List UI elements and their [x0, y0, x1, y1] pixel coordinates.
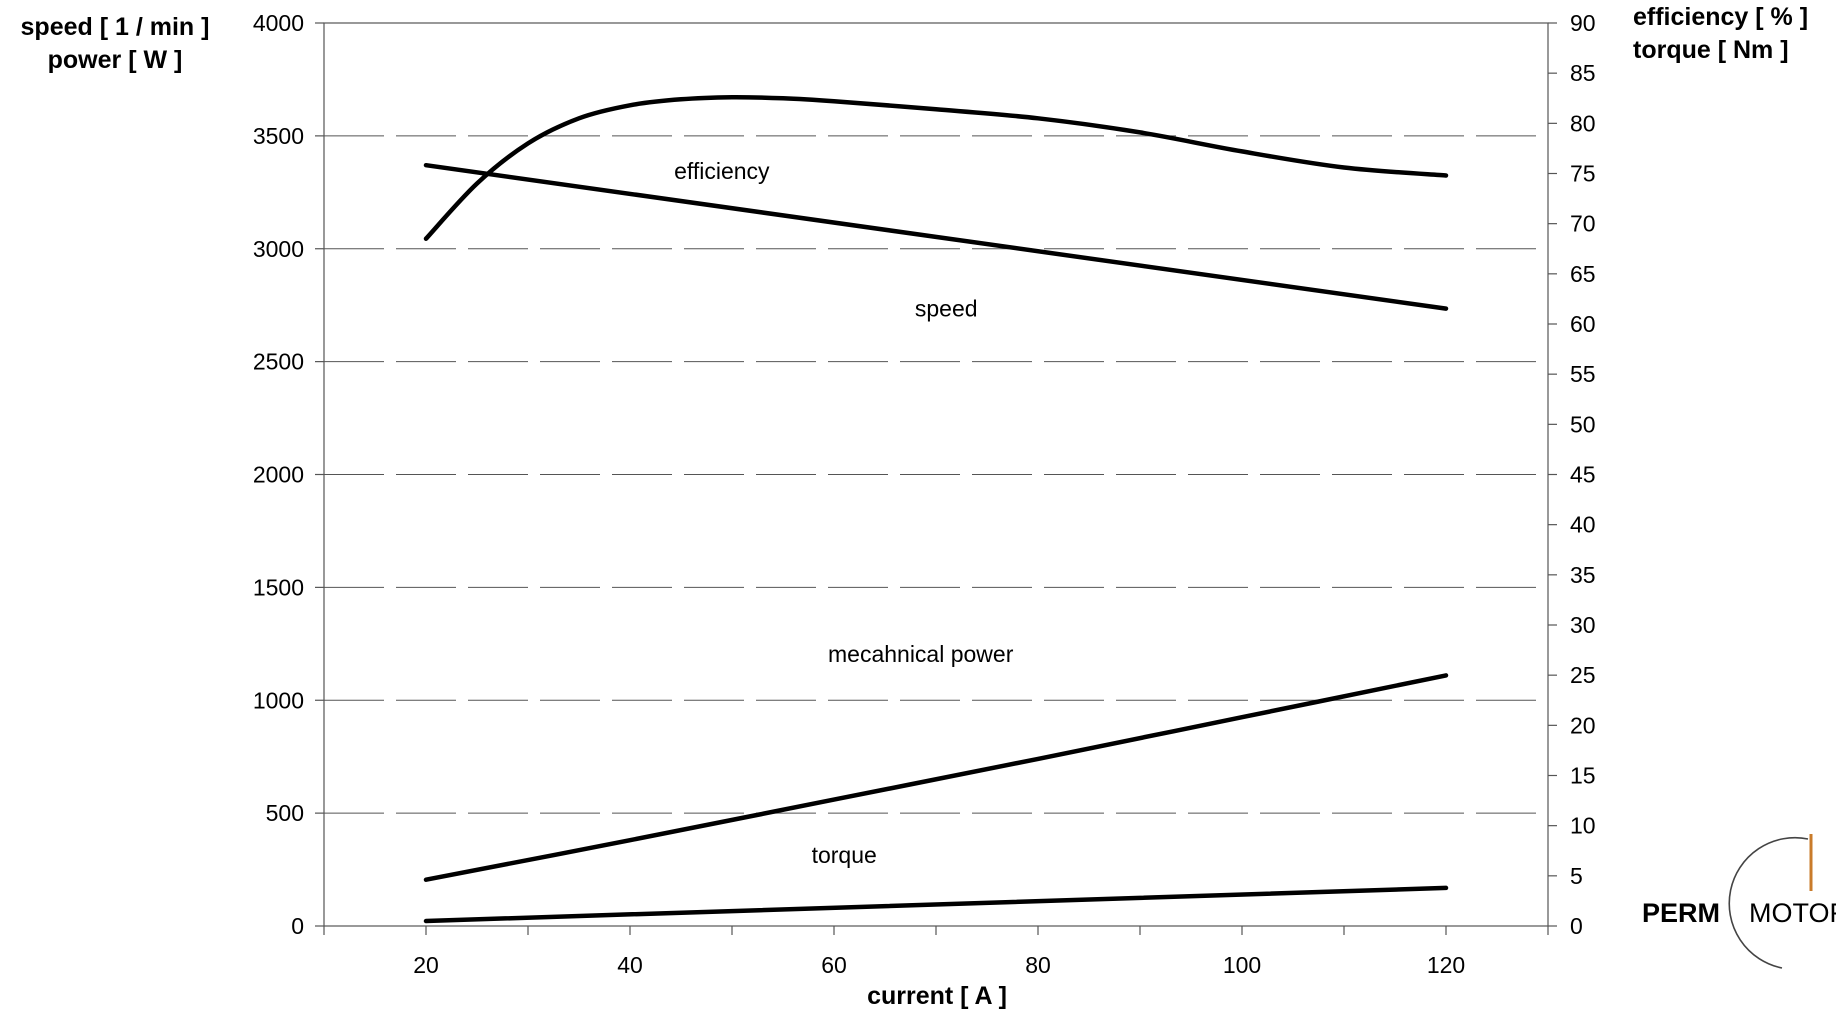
y-left-title-line2: power [ W ] [48, 46, 183, 74]
efficiency-line [423, 94, 1449, 241]
y-right-tick-label: 75 [1570, 161, 1596, 187]
mechanical-power-line [423, 673, 1449, 882]
y-right-tick-label: 50 [1570, 411, 1596, 437]
efficiency-label: efficiency [674, 158, 770, 184]
y-right-tick-label: 30 [1570, 612, 1596, 638]
grid [324, 135, 1548, 814]
y-left-tick-label: 4000 [253, 10, 304, 36]
y-right-tick-label: 55 [1570, 361, 1596, 387]
x-tick-label: 40 [617, 952, 643, 978]
y-left-tick-label: 500 [266, 800, 304, 826]
x-tick-label: 100 [1223, 952, 1261, 978]
y-right-tick-label: 45 [1570, 462, 1596, 488]
logo-text-bold: PERM [1642, 898, 1720, 928]
x-tick-label: 80 [1025, 952, 1051, 978]
torque-label: torque [812, 842, 877, 868]
y-right-tick-label: 60 [1570, 311, 1596, 337]
speed-line [423, 162, 1449, 311]
x-axis: 20 40 60 80 100 120 [323, 926, 1549, 978]
y-left-tick-label: 1000 [253, 687, 304, 713]
logo: PERM MOTOR [1642, 834, 1836, 969]
y-right-title-line1: efficiency [ % ] [1633, 3, 1808, 31]
y-right-tick-label: 20 [1570, 712, 1596, 738]
y-right-tick-label: 90 [1570, 10, 1596, 36]
x-tick-label: 20 [413, 952, 439, 978]
logo-arc [1728, 836, 1809, 969]
y-right-tick-label: 70 [1570, 211, 1596, 237]
y-left-tick-label: 3500 [253, 123, 304, 149]
y-right-tick-label: 35 [1570, 562, 1596, 588]
series-labels: efficiency speed mecahnical power torque [674, 158, 1014, 868]
x-tick-label: 60 [821, 952, 847, 978]
y-left-title-line1: speed [ 1 / min ] [21, 13, 210, 41]
right-axis: 0 5 10 15 20 25 30 35 40 45 50 55 60 65 70 75 80 85 90 [1548, 10, 1596, 939]
logo-text-light: MOTOR [1749, 898, 1836, 928]
y-right-tick-label: 85 [1570, 60, 1596, 86]
mechanical-power-label: mecahnical power [828, 641, 1014, 667]
left-axis: 0 500 1000 1500 2000 2500 3000 3500 4000 [253, 10, 324, 939]
y-right-tick-label: 25 [1570, 662, 1596, 688]
y-right-tick-label: 0 [1570, 913, 1583, 939]
y-left-tick-label: 2000 [253, 462, 304, 488]
y-right-title-line2: torque [ Nm ] [1633, 36, 1789, 64]
y-left-tick-label: 0 [291, 913, 304, 939]
x-tick-label: 120 [1427, 952, 1465, 978]
series-lines [423, 94, 1449, 924]
y-left-tick-label: 3000 [253, 236, 304, 262]
y-right-tick-label: 10 [1570, 813, 1596, 839]
speed-label: speed [915, 295, 978, 321]
y-right-tick-label: 80 [1570, 110, 1596, 136]
y-right-tick-label: 40 [1570, 512, 1596, 538]
y-left-tick-label: 2500 [253, 349, 304, 375]
torque-line [423, 885, 1449, 924]
x-axis-title: current [ A ] [867, 982, 1007, 1010]
y-right-tick-label: 5 [1570, 863, 1583, 889]
y-left-tick-label: 1500 [253, 574, 304, 600]
y-right-tick-label: 65 [1570, 261, 1596, 287]
y-right-tick-label: 15 [1570, 763, 1596, 789]
